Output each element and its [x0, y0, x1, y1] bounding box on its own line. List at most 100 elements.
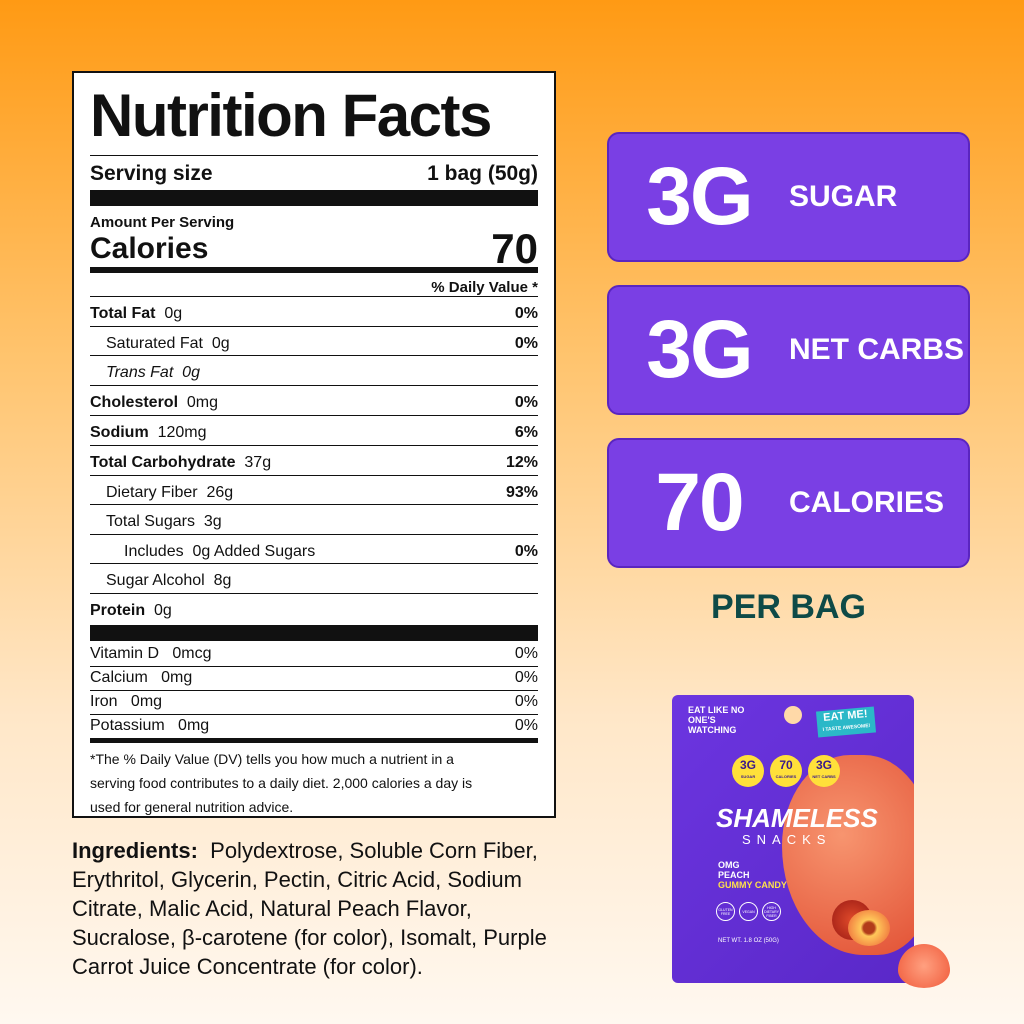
divider [90, 385, 538, 386]
badge-value: 70 [779, 758, 793, 772]
nutrient-row: Sugar Alcohol 8g [90, 570, 538, 592]
vitamin-row: Iron 0mg 0% [90, 691, 538, 713]
nutrient-dv: 0% [514, 543, 538, 560]
nutrient-label: Dietary Fiber [106, 484, 198, 501]
package-flavor: OMG PEACH GUMMY CANDY [718, 860, 787, 890]
badge-label: SUGAR [740, 774, 756, 779]
vegan-icon: VEGAN [739, 902, 758, 921]
nutrient-label: Total Fat [90, 305, 156, 322]
nutrient-amount: 0g [164, 305, 183, 322]
divider [90, 625, 538, 641]
calories-label: Calories [90, 232, 209, 265]
package-badge: 3G NET CARBS [808, 755, 840, 787]
divider [90, 534, 538, 535]
highlight-label: NET CARBS [789, 333, 965, 366]
nutrient-row: Trans Fat 0g [90, 362, 538, 384]
nutrient-row: Saturated Fat 0g 0% [90, 333, 538, 355]
divider [90, 326, 538, 327]
package-badge: 3G SUGAR [732, 755, 764, 787]
nutrient-row: Dietary Fiber 26g 93% [90, 482, 538, 504]
nutrient-row: Cholesterol 0mg 0% [90, 392, 538, 414]
divider [90, 296, 538, 297]
highlight-label: SUGAR [789, 180, 898, 213]
flavor-line: OMG [718, 860, 740, 870]
divider [90, 690, 538, 691]
divider [90, 714, 538, 715]
ingredients: Ingredients: Polydextrose, Soluble Corn … [72, 836, 562, 981]
nutrient-amount: 0g [211, 335, 230, 352]
nutrient-amount: 0g Added Sugars [192, 543, 316, 560]
divider [90, 666, 538, 667]
nutrient-dv: 0% [514, 305, 538, 322]
divider [90, 738, 538, 743]
heart-gummy-image [898, 944, 950, 988]
nutrient-amount: 37g [244, 454, 272, 471]
net-weight: NET WT. 1.8 OZ (50G) [718, 938, 779, 944]
gluten-free-icon: GLUTEN FREE [716, 902, 735, 921]
vitamin-amount: 0mg [161, 669, 193, 686]
nutrient-amount: 120mg [157, 424, 207, 441]
vitamin-dv: 0% [514, 717, 538, 734]
divider [90, 190, 538, 206]
serving-size: Serving size 1 bag (50g) [90, 162, 538, 185]
vitamin-row: Vitamin D 0mcg 0% [90, 643, 538, 665]
peach-half-icon [848, 910, 890, 946]
nutrient-dv: 6% [514, 424, 538, 441]
divider [90, 415, 538, 416]
nutrient-label: Sugar Alcohol [106, 572, 205, 589]
hang-hole [784, 706, 802, 724]
dv-header: % Daily Value * [90, 276, 538, 298]
calories-row: Calories 70 [90, 225, 538, 272]
ingredients-text: Polydextrose, Soluble Corn Fiber, Erythr… [72, 838, 547, 979]
dv-header-text: % Daily Value * [431, 278, 538, 296]
amount-per-serving: Amount Per Serving [90, 211, 538, 233]
nutrition-title: Nutrition Facts [90, 82, 492, 149]
highlight-net-carbs: 3G NET CARBS [607, 285, 970, 415]
nutrient-amount: 8g [213, 572, 232, 589]
nutrient-label: Total Carbohydrate [90, 454, 236, 471]
nutrition-facts-panel: Nutrition Facts Serving size 1 bag (50g) … [72, 71, 556, 818]
ingredients-label: Ingredients: [72, 838, 198, 863]
vitamin-amount: 0mcg [172, 645, 212, 662]
calories-value: 70 [491, 225, 538, 272]
product-package-image: EAT LIKE NO ONE'S WATCHING EAT ME! I TAST… [672, 695, 914, 983]
package-badge: 70 CALORIES [770, 755, 802, 787]
fiber-icon: HIGH DIETARY FIBER [762, 902, 781, 921]
vitamin-dv: 0% [514, 693, 538, 710]
nutrient-amount: 3g [203, 513, 222, 530]
nutrient-label: Protein [90, 602, 146, 619]
vitamin-dv: 0% [514, 669, 538, 686]
divider [90, 563, 538, 564]
footnote: *The % Daily Value (DV) tells you how mu… [90, 751, 473, 815]
divider [90, 355, 538, 356]
divider [90, 504, 538, 505]
nutrient-amount: 26g [206, 484, 234, 501]
nutrient-row: Sodium 120mg 6% [90, 422, 538, 444]
vitamin-amount: 0mg [130, 693, 163, 710]
badge-value: 3G [739, 758, 756, 772]
badge-label: NET CARBS [812, 774, 836, 779]
serving-value: 1 bag (50g) [427, 162, 538, 185]
highlight-value: 3G [646, 304, 753, 395]
per-bag-label: PER BAG [711, 588, 866, 626]
nutrient-row: Total Carbohydrate 37g 12% [90, 452, 538, 474]
nutrient-label: Total Sugars [106, 513, 195, 530]
nutrient-label: Saturated Fat [106, 335, 203, 352]
nutrient-label: Sodium [90, 424, 149, 441]
divider [90, 475, 538, 476]
eat-me-sub: I TASTE AWESOME! [822, 722, 871, 734]
divider [90, 267, 538, 273]
nutrient-amount: 0mg [186, 394, 219, 411]
package-badges: 3G SUGAR 70 CALORIES 3G NET CARBS [732, 755, 840, 787]
highlight-value: 70 [655, 457, 744, 548]
vitamin-amount: 0mg [178, 717, 210, 734]
vitamin-label: Calcium [90, 669, 148, 686]
product-type: GUMMY CANDY [718, 880, 787, 890]
flavor-line: PEACH [718, 870, 750, 880]
highlight-label: CALORIES [789, 486, 945, 519]
amount-label: Amount Per Serving [90, 213, 235, 231]
divider [90, 445, 538, 446]
nutrient-dv: 0% [514, 394, 538, 411]
vitamin-row: Potassium 0mg 0% [90, 715, 538, 737]
nutrient-label: Includes [124, 543, 184, 560]
